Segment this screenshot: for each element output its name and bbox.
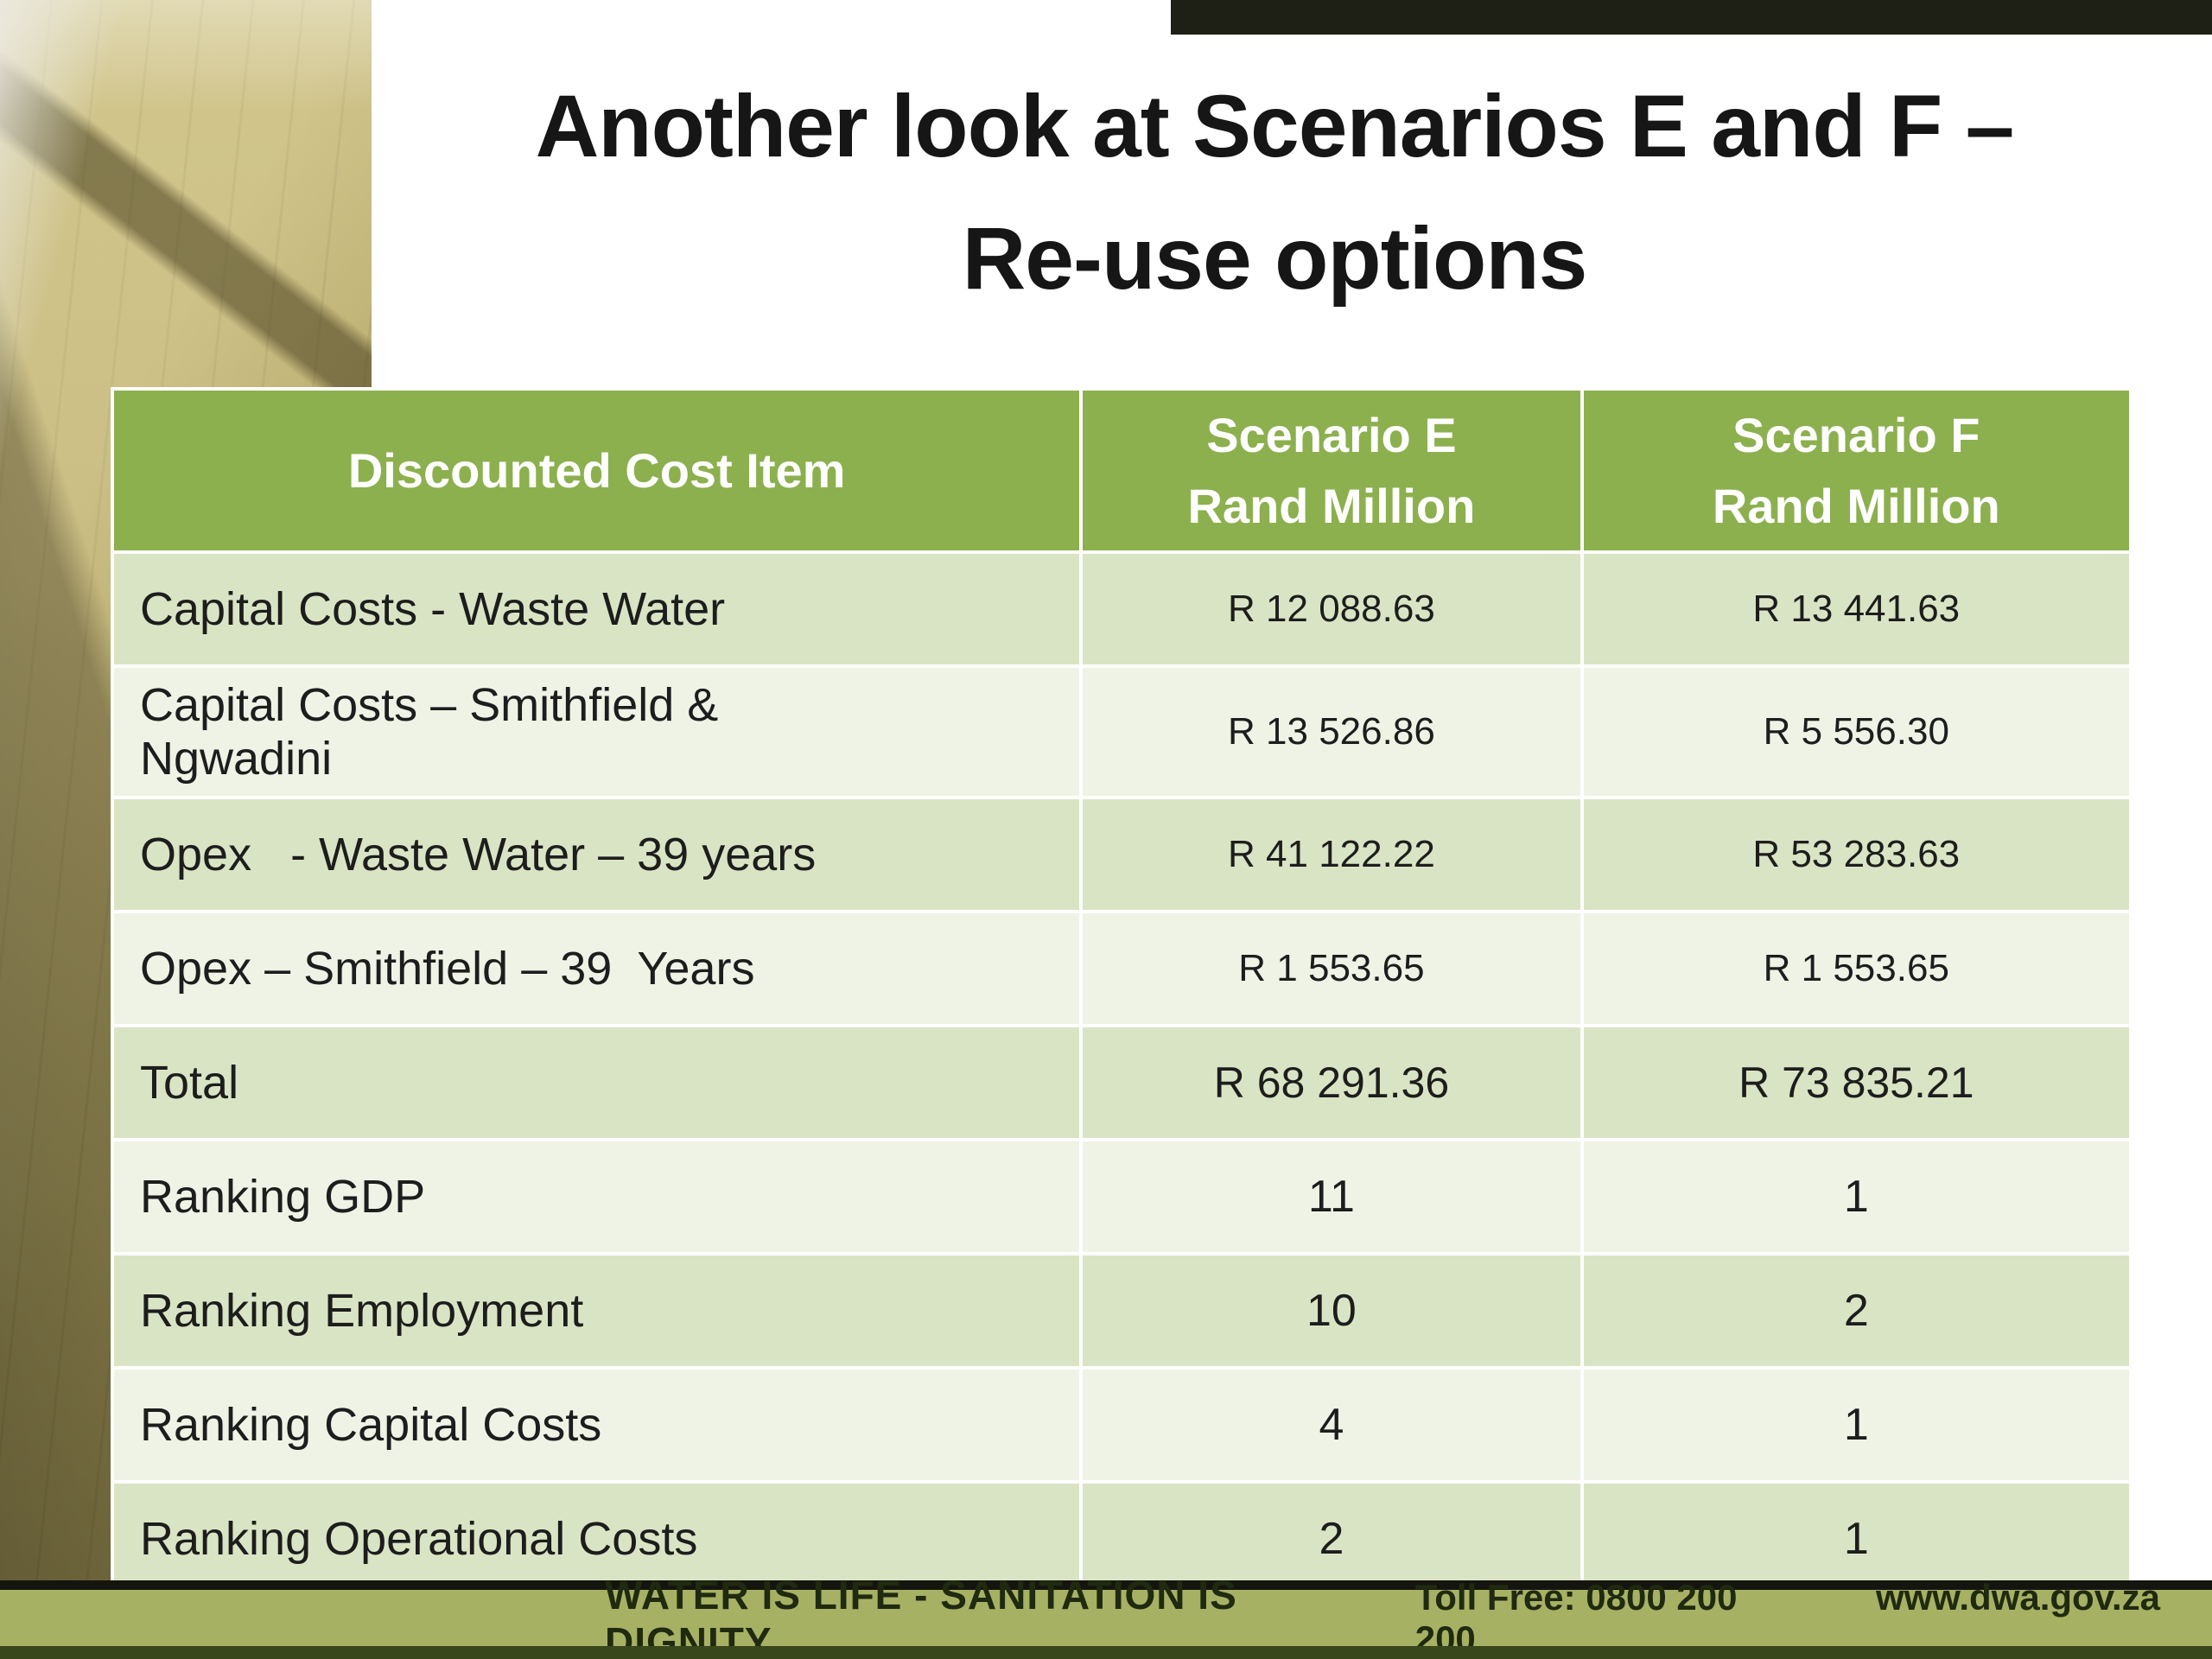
header-scenario-e-unit: Rand Million — [1187, 478, 1476, 533]
scenario-f-value: R 13 441.63 — [1580, 550, 2133, 668]
row-label-text: Capital Costs - Waste Water — [140, 583, 726, 635]
row-label: Opex - Waste Water – 39 years — [110, 796, 1084, 913]
row-label: Total — [110, 1024, 1084, 1141]
table-row-ranking-operational-costs: Ranking Operational Costs 2 1 — [110, 1480, 2133, 1598]
header-scenario-f-unit: Rand Million — [1712, 478, 2000, 533]
footer-toll-free: Toll Free: 0800 200 200 — [1414, 1576, 1738, 1659]
row-label: Capital Costs - Waste Water — [110, 550, 1084, 668]
scenario-f-value: R 1 553.65 — [1580, 910, 2133, 1027]
row-label: Ranking GDP — [110, 1138, 1084, 1255]
row-label-text: Capital Costs – Smithfield & Ngwadini — [140, 679, 732, 785]
scenario-f-value: R 5 556.30 — [1580, 664, 2133, 799]
slide-title: Another look at Scenarios E and F – Re-u… — [372, 60, 2177, 325]
row-label: Capital Costs – Smithfield & Ngwadini — [110, 664, 1084, 799]
header-scenario-e-title: Scenario E — [1206, 408, 1457, 463]
scenario-f-value: 2 — [1580, 1252, 2133, 1370]
scenario-e-value: 10 — [1079, 1252, 1584, 1370]
footer-divider-line — [0, 1580, 2212, 1590]
scenario-e-value: R 12 088.63 — [1079, 550, 1584, 668]
table-row-opex-waste-water: Opex - Waste Water – 39 years R 41 122.2… — [110, 796, 2133, 913]
scenario-e-value: 4 — [1079, 1366, 1584, 1484]
scenario-e-value: 11 — [1079, 1138, 1584, 1255]
discounted-cost-table: Discounted Cost Item Scenario E Rand Mil… — [110, 387, 2133, 1598]
table-header-row: Discounted Cost Item Scenario E Rand Mil… — [110, 387, 2133, 554]
row-label-text: Ranking Employment — [140, 1285, 584, 1337]
top-accent-bar — [1171, 0, 2212, 35]
row-label: Ranking Operational Costs — [110, 1480, 1084, 1598]
table-row-opex-smithfield: Opex – Smithfield – 39 Years R 1 553.65 … — [110, 910, 2133, 1027]
scenario-f-value: 1 — [1580, 1138, 2133, 1255]
table-row-total: Total R 68 291.36 R 73 835.21 — [110, 1024, 2133, 1141]
header-scenario-e: Scenario E Rand Million — [1079, 387, 1584, 554]
scenario-e-value: R 41 122.22 — [1079, 796, 1584, 913]
row-label-text: Opex – Smithfield – 39 Years — [140, 943, 755, 995]
header-scenario-f: Scenario F Rand Million — [1580, 387, 2133, 554]
footer-website: www.dwa.gov.za — [1875, 1576, 2160, 1618]
row-label: Ranking Employment — [110, 1252, 1084, 1370]
row-label-text: Opex - Waste Water – 39 years — [140, 829, 817, 880]
row-label-text: Total — [140, 1057, 239, 1109]
row-label: Opex – Smithfield – 39 Years — [110, 910, 1084, 1027]
footer-bottom-strip — [0, 1646, 2212, 1659]
table-row-capital-waste-water: Capital Costs - Waste Water R 12 088.63 … — [110, 550, 2133, 668]
table-row-ranking-gdp: Ranking GDP 11 1 — [110, 1138, 2133, 1255]
scenario-e-value: R 1 553.65 — [1079, 910, 1584, 1027]
slide-title-line-1: Another look at Scenarios E and F – — [535, 77, 2015, 175]
scenario-e-value: 2 — [1079, 1480, 1584, 1598]
scenario-f-value: R 73 835.21 — [1580, 1024, 2133, 1141]
header-discounted-cost-item: Discounted Cost Item — [110, 387, 1084, 554]
table-row-ranking-capital-costs: Ranking Capital Costs 4 1 — [110, 1366, 2133, 1484]
scenario-f-value: R 53 283.63 — [1580, 796, 2133, 913]
scenario-e-value: R 68 291.36 — [1079, 1024, 1584, 1141]
row-label: Ranking Capital Costs — [110, 1366, 1084, 1484]
table-row-capital-smithfield-ngwadini: Capital Costs – Smithfield & Ngwadini R … — [110, 664, 2133, 799]
row-label-text: Ranking GDP — [140, 1171, 426, 1223]
scenario-e-value: R 13 526.86 — [1079, 664, 1584, 799]
row-label-text: Ranking Capital Costs — [140, 1399, 602, 1451]
footer-contact-group: Toll Free: 0800 200 200 www.dwa.gov.za — [1415, 1577, 2160, 1659]
header-scenario-f-title: Scenario F — [1732, 408, 1980, 463]
scenario-f-value: 1 — [1580, 1366, 2133, 1484]
footer-bar: WATER IS LIFE - SANITATION IS DIGNITY To… — [0, 1573, 2212, 1659]
row-label-text: Ranking Operational Costs — [140, 1513, 698, 1565]
table-row-ranking-employment: Ranking Employment 10 2 — [110, 1252, 2133, 1370]
slide-title-line-2: Re-use options — [962, 209, 1588, 308]
